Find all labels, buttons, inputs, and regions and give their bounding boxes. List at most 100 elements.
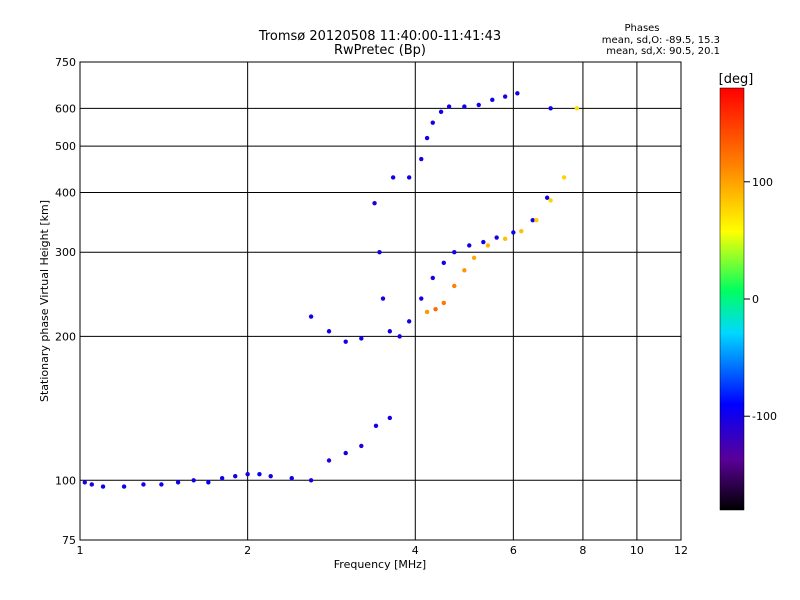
data-point xyxy=(441,300,446,306)
chart-subtitle: RwPretec (Bp) xyxy=(334,43,426,58)
data-point xyxy=(433,306,438,312)
data-point xyxy=(544,195,550,200)
data-point xyxy=(372,200,377,206)
data-point xyxy=(494,235,499,240)
data-point xyxy=(289,476,294,481)
data-point xyxy=(467,243,472,248)
colorbar-label: [deg] xyxy=(719,72,754,87)
chart-title: Tromsø 20120508 11:40:00-11:41:43 xyxy=(258,29,501,44)
y-tick-label: 75 xyxy=(62,534,76,547)
data-point xyxy=(390,175,396,180)
data-point xyxy=(141,482,146,487)
colorbar xyxy=(719,87,745,511)
x-tick-label: 8 xyxy=(579,544,586,557)
data-point xyxy=(534,218,539,223)
x-axis-label: Frequency [MHz] xyxy=(334,558,426,571)
data-point xyxy=(380,296,386,301)
colorbar-ticks: 100 0 -100 xyxy=(744,176,777,423)
data-point xyxy=(343,339,348,344)
x-tick-label: 4 xyxy=(412,544,419,557)
data-point xyxy=(343,450,348,456)
data-point xyxy=(219,476,225,481)
data-point xyxy=(397,334,402,339)
data-point xyxy=(245,471,250,477)
y-tick-label: 300 xyxy=(55,246,76,259)
data-point xyxy=(471,255,477,261)
data-point xyxy=(308,478,314,483)
y-tick-label: 200 xyxy=(55,330,76,343)
data-point xyxy=(430,275,435,281)
data-point xyxy=(406,319,412,324)
x-tick-label: 10 xyxy=(630,544,644,557)
data-point xyxy=(419,156,424,162)
y-tick-label: 400 xyxy=(55,186,76,199)
plot-frame xyxy=(79,61,682,541)
data-point xyxy=(373,423,379,429)
x-tick-label: 2 xyxy=(244,544,251,557)
data-point xyxy=(406,175,412,180)
data-point xyxy=(82,480,87,485)
data-point xyxy=(530,218,535,223)
grid-lines xyxy=(80,62,681,540)
data-point xyxy=(121,484,127,489)
x-tick-label: 1 xyxy=(77,544,84,557)
data-point xyxy=(424,309,430,315)
data-point xyxy=(548,198,553,203)
data-point xyxy=(462,104,467,109)
data-point xyxy=(452,283,457,289)
data-point xyxy=(502,94,508,99)
y-tick-label: 750 xyxy=(55,56,76,69)
data-point xyxy=(326,329,332,334)
data-point xyxy=(326,458,332,463)
data-point xyxy=(359,443,364,449)
data-point xyxy=(100,484,106,489)
x-tick-label: 6 xyxy=(510,544,517,557)
data-point xyxy=(424,135,430,141)
data-points xyxy=(82,91,580,489)
colorbar-tick-label: -100 xyxy=(752,410,777,423)
data-point xyxy=(574,106,580,111)
data-point xyxy=(561,175,567,180)
data-point xyxy=(233,473,238,479)
data-point xyxy=(446,104,452,109)
y-tick-label: 100 xyxy=(55,474,76,487)
phases-mean-x: mean, sd,X: 90.5, 20.1 xyxy=(606,46,720,57)
y-tick-label: 600 xyxy=(55,102,76,115)
data-point xyxy=(462,268,467,273)
data-point xyxy=(308,314,314,319)
data-point xyxy=(387,415,393,421)
data-point xyxy=(206,480,211,485)
data-point xyxy=(476,102,481,108)
data-point xyxy=(175,480,181,485)
data-point xyxy=(502,236,508,242)
data-point xyxy=(452,250,457,255)
data-point xyxy=(257,471,262,477)
y-tick-label: 500 xyxy=(55,140,76,153)
data-point xyxy=(377,250,382,255)
colorbar-tick-label: 100 xyxy=(752,176,773,189)
data-point xyxy=(387,329,393,334)
phases-title: Phases xyxy=(624,23,659,34)
data-point xyxy=(268,473,273,479)
data-point xyxy=(89,482,95,487)
data-point xyxy=(481,239,486,245)
y-axis-label: Stationary phase Virtual Height [km] xyxy=(38,200,51,402)
data-point xyxy=(430,120,435,125)
data-point xyxy=(485,243,491,248)
data-point xyxy=(159,482,164,487)
data-point xyxy=(515,91,520,96)
data-point xyxy=(438,109,444,115)
x-tick-label: 12 xyxy=(674,544,688,557)
phases-mean-o: mean, sd,O: -89.5, 15.3 xyxy=(602,35,720,46)
colorbar-tick-label: 0 xyxy=(752,293,759,306)
data-point xyxy=(519,228,524,234)
data-point xyxy=(511,230,516,235)
data-point xyxy=(191,478,196,483)
data-point xyxy=(419,296,424,301)
data-point xyxy=(548,106,553,111)
data-point xyxy=(359,336,364,341)
data-point xyxy=(441,260,446,266)
data-point xyxy=(490,97,495,103)
